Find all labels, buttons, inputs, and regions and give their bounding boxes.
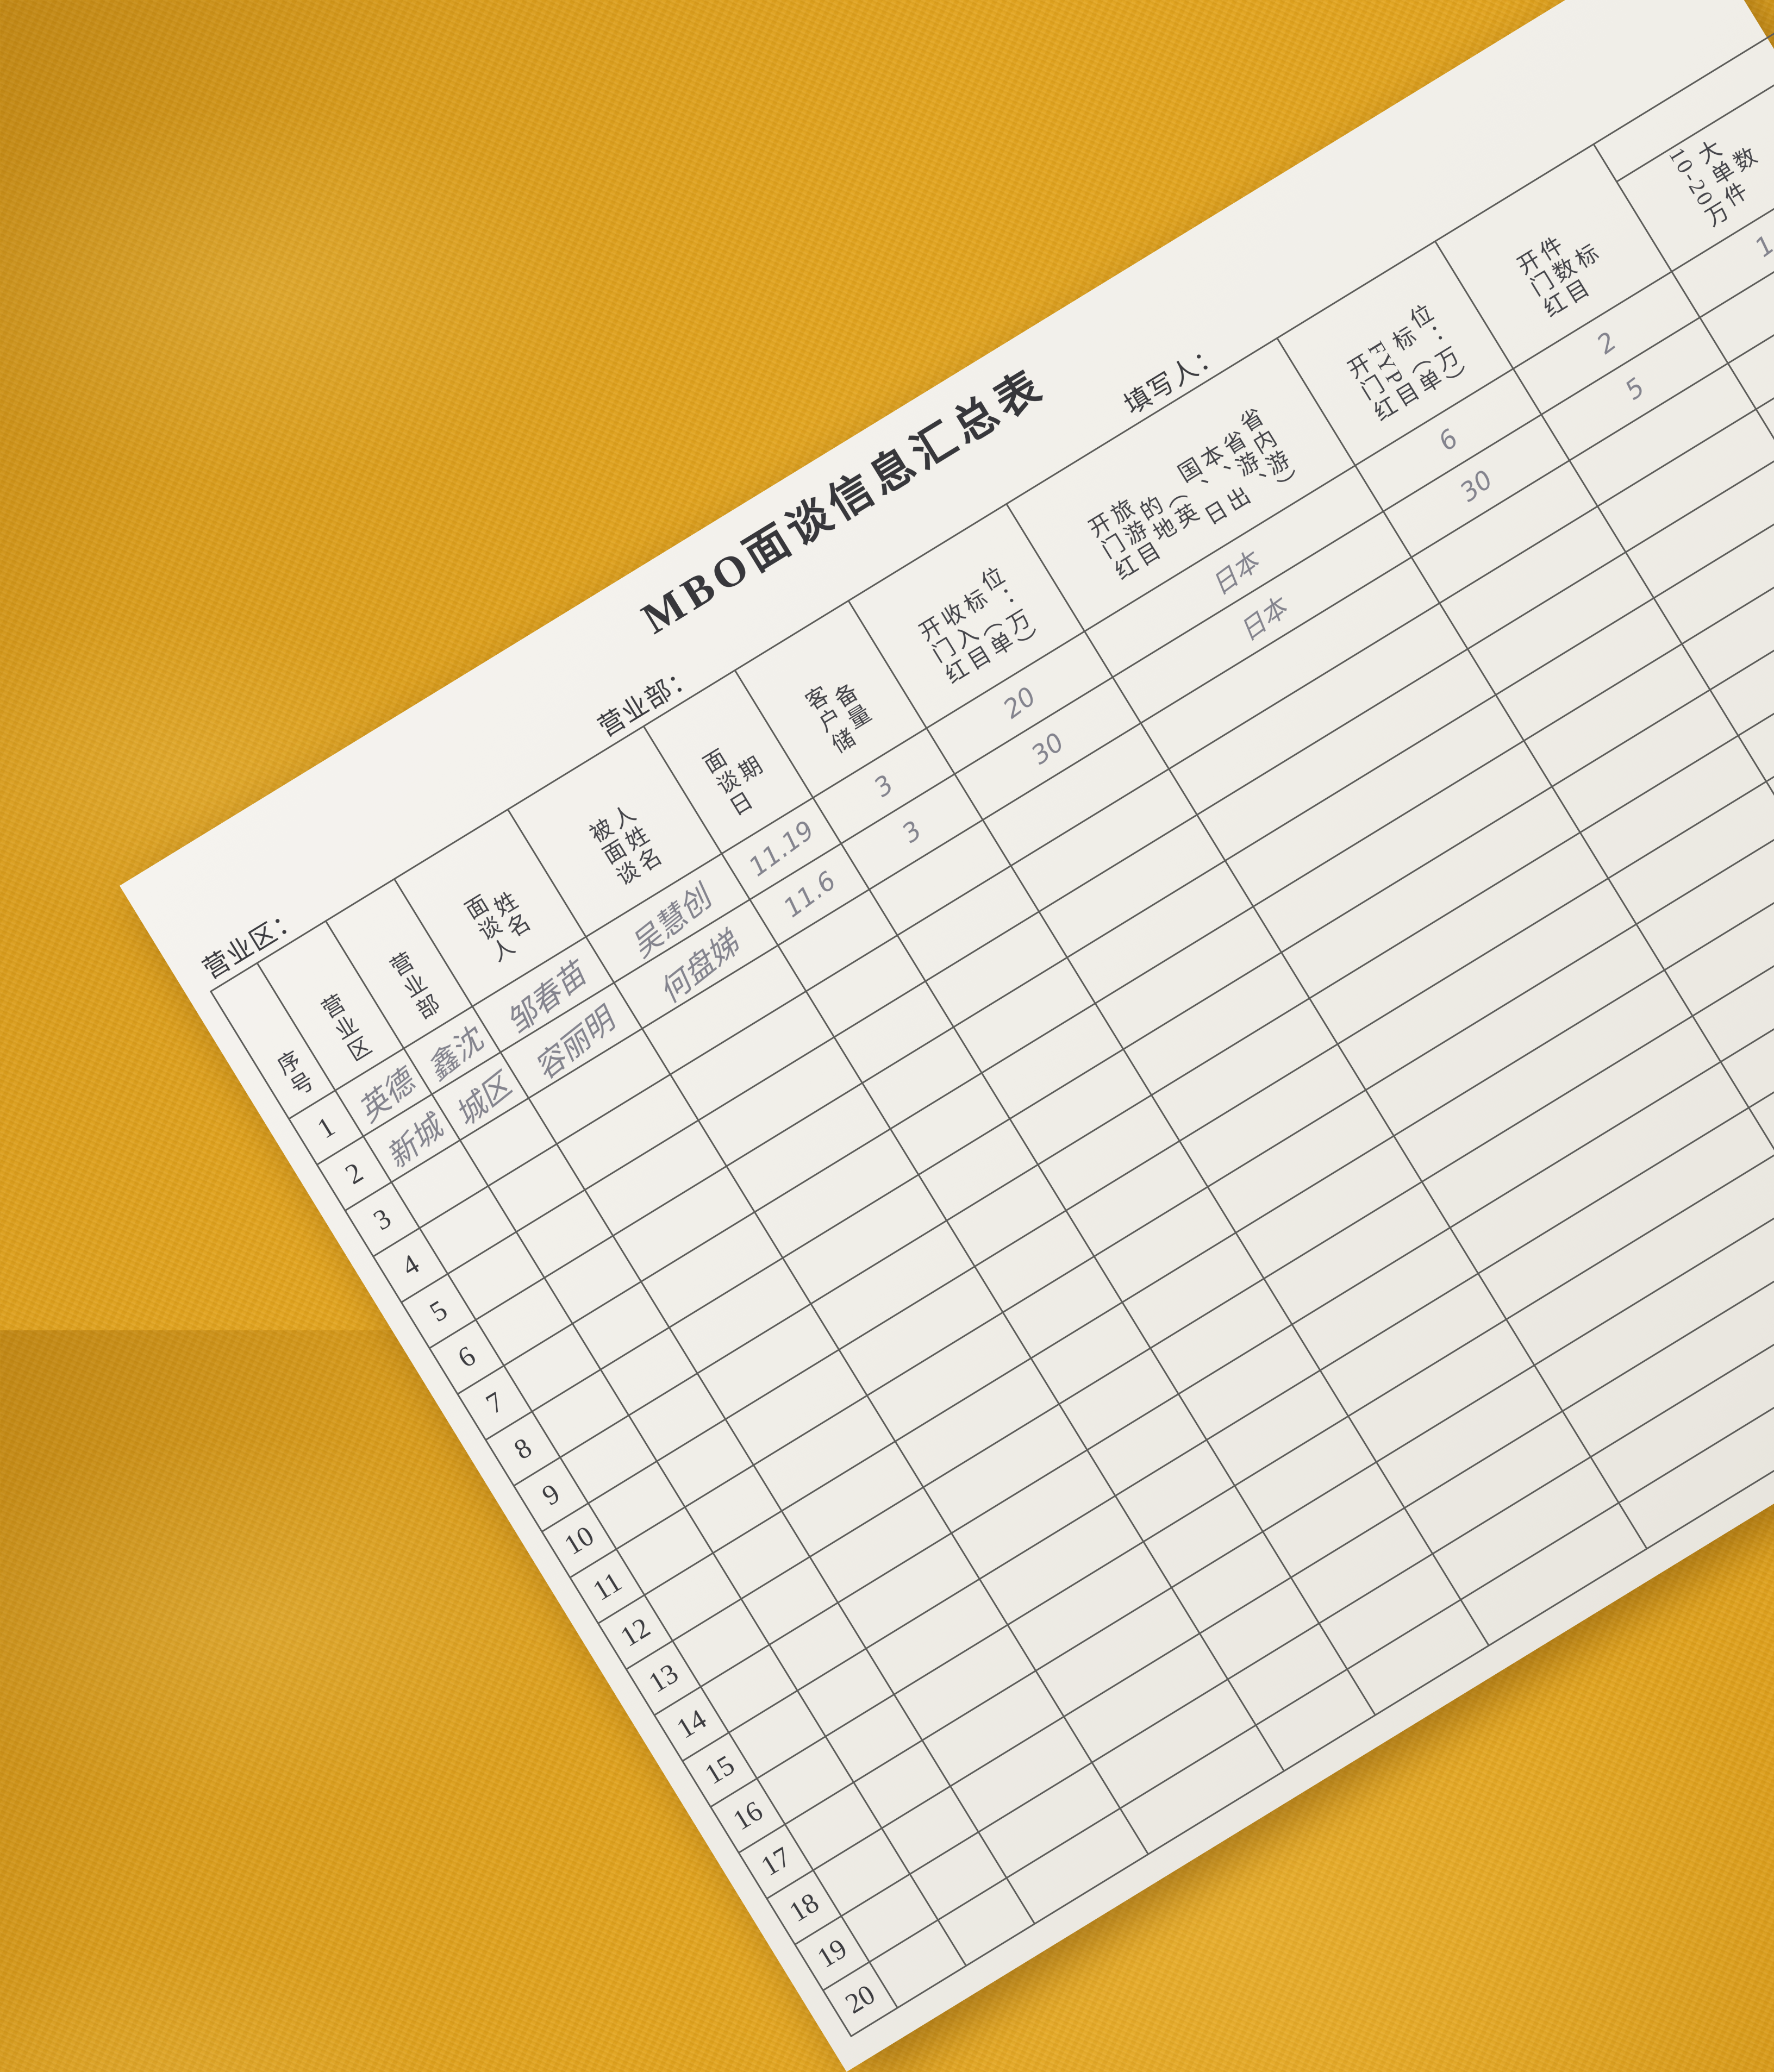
- handwritten-entry: 1: [1749, 229, 1774, 263]
- handwritten-entry: 30: [1454, 464, 1498, 508]
- paper-sheet: MBO面谈信息汇总表 营业区： 营业部： 填写人： 序号 营业区 营业部 面谈人姓名被…: [120, 0, 1774, 2072]
- handwritten-entry: 5: [1619, 372, 1651, 406]
- handwritten-entry: 3: [868, 769, 900, 803]
- handwritten-entry: 30: [1026, 727, 1070, 771]
- summary-table: 序号 营业区 营业部 面谈人姓名 被面谈人姓名 面谈日期 客户储备量 开门红收入目标（单位：万…: [210, 0, 1774, 2037]
- handwritten-entry: 2: [1591, 326, 1622, 360]
- handwritten-entry: 20: [997, 681, 1042, 725]
- handwritten-entry: 6: [1433, 423, 1464, 457]
- handwritten-entry: 3: [896, 815, 927, 849]
